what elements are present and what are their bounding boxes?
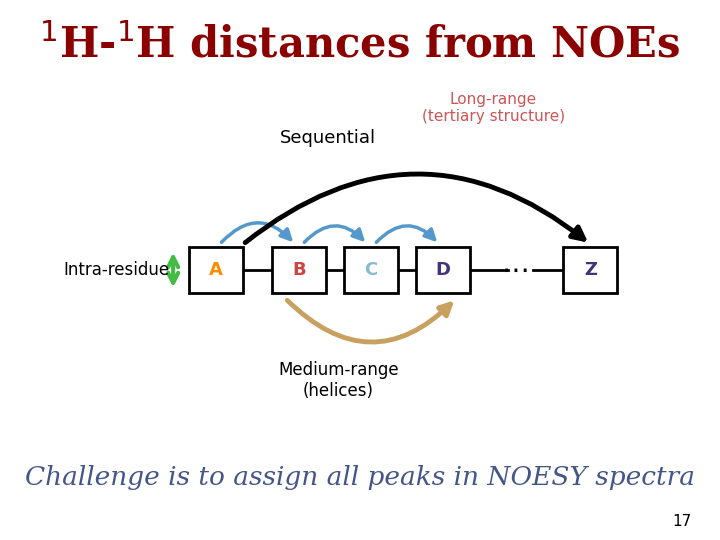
Text: A: A — [209, 261, 223, 279]
Text: D: D — [436, 261, 450, 279]
Text: Intra-residue: Intra-residue — [63, 261, 169, 279]
Text: 17: 17 — [672, 514, 691, 529]
Text: $\cdots$: $\cdots$ — [502, 256, 528, 284]
Text: Sequential: Sequential — [279, 129, 376, 147]
Text: Z: Z — [584, 261, 597, 279]
Text: C: C — [364, 261, 377, 279]
Text: Challenge is to assign all peaks in NOESY spectra: Challenge is to assign all peaks in NOES… — [25, 465, 695, 490]
FancyBboxPatch shape — [272, 247, 325, 293]
Text: $^1$H-$^1$H distances from NOEs: $^1$H-$^1$H distances from NOEs — [40, 25, 680, 67]
FancyBboxPatch shape — [189, 247, 243, 293]
Text: Medium-range
(helices): Medium-range (helices) — [278, 361, 399, 400]
Text: Long-range
(tertiary structure): Long-range (tertiary structure) — [422, 92, 564, 124]
Text: B: B — [292, 261, 305, 279]
FancyBboxPatch shape — [563, 247, 618, 293]
FancyBboxPatch shape — [416, 247, 469, 293]
FancyBboxPatch shape — [344, 247, 397, 293]
